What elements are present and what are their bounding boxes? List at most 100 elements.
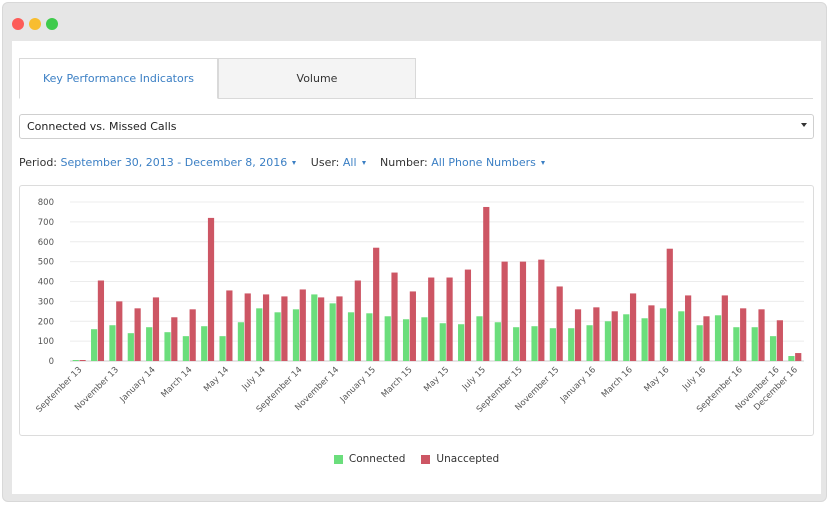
bar-unaccepted — [354, 280, 361, 361]
legend-item-unaccepted[interactable]: Unaccepted — [421, 453, 499, 465]
bar-connected — [568, 328, 575, 361]
tab-volume[interactable]: Volume — [218, 58, 416, 99]
bar-unaccepted — [79, 360, 86, 361]
legend-swatch-connected — [333, 454, 343, 464]
bar-unaccepted — [593, 307, 600, 361]
bar-connected — [237, 322, 245, 361]
period-caret-icon[interactable] — [292, 160, 297, 165]
bar-unaccepted — [152, 297, 160, 361]
period-dropdown[interactable]: September 30, 2013 - December 8, 2016 — [60, 156, 288, 169]
bar-unaccepted — [391, 272, 398, 361]
bar-unaccepted — [281, 296, 288, 361]
bar-unaccepted — [226, 290, 233, 361]
tab-divider — [218, 98, 813, 99]
y-tick-label: 800 — [38, 198, 54, 208]
bar-unaccepted — [373, 247, 380, 361]
x-tick-label: January 16 — [558, 365, 598, 405]
x-tick-label: May 14 — [202, 365, 231, 394]
bar-connected — [641, 318, 648, 361]
bar-connected — [458, 324, 465, 361]
y-tick-label: 200 — [38, 317, 54, 327]
report-select[interactable]: Connected vs. Missed Calls — [19, 114, 814, 139]
bar-unaccepted — [428, 277, 435, 361]
user-caret-icon[interactable] — [361, 160, 366, 165]
bar-unaccepted — [134, 308, 141, 361]
bar-connected — [164, 332, 171, 361]
x-tick-label: May 16 — [642, 365, 671, 394]
bar-connected — [182, 336, 189, 361]
bar-connected — [494, 322, 501, 361]
bar-unaccepted — [464, 269, 472, 361]
bar-unaccepted — [556, 286, 563, 361]
bar-connected — [733, 327, 740, 361]
bar-connected — [311, 294, 318, 361]
minimize-window-button[interactable] — [29, 18, 41, 30]
bar-connected — [531, 326, 538, 361]
bar-connected — [513, 327, 520, 361]
bar-unaccepted — [795, 353, 802, 361]
bar-unaccepted — [721, 295, 728, 361]
bar-connected — [384, 316, 391, 361]
legend-label-unaccepted: Unaccepted — [436, 453, 500, 465]
bar-unaccepted — [189, 309, 196, 361]
bar-connected — [549, 328, 556, 361]
bar-connected — [421, 317, 428, 361]
bar-connected — [476, 316, 483, 361]
bar-unaccepted — [648, 305, 655, 361]
bar-unaccepted — [666, 248, 673, 361]
bar-connected — [586, 325, 593, 361]
bar-connected — [91, 329, 98, 361]
bar-unaccepted — [501, 261, 508, 361]
bar-unaccepted — [171, 317, 178, 361]
maximize-window-button[interactable] — [46, 18, 58, 30]
bar-connected — [366, 313, 373, 361]
period-label: Period: — [19, 156, 58, 169]
chart-panel: 0 100 200 300 400 500 600 700 800 September 13 Nov… — [19, 185, 814, 436]
bar-connected — [696, 325, 703, 361]
bar-unaccepted — [318, 297, 325, 361]
chart-legend: Connected Unaccepted — [12, 453, 821, 465]
number-dropdown[interactable]: All Phone Numbers — [431, 156, 536, 169]
bar-unaccepted — [116, 301, 123, 361]
y-tick-label: 100 — [38, 337, 54, 347]
bar-connected — [292, 309, 300, 361]
bar-unaccepted — [207, 217, 215, 361]
bar-connected — [439, 323, 446, 361]
x-tick-label: July 15 — [460, 365, 488, 393]
bar-unaccepted — [483, 206, 490, 361]
legend-label-connected: Connected — [348, 453, 406, 465]
bar-connected — [659, 308, 667, 361]
x-tick-label: January 14 — [118, 365, 158, 405]
x-tick-label: January 15 — [338, 365, 378, 405]
x-tick-label: March 16 — [600, 365, 635, 400]
bar-unaccepted — [299, 289, 306, 361]
filter-bar: Period: September 30, 2013 - December 8,… — [19, 156, 556, 169]
bar-connected — [623, 314, 630, 361]
caret-down-icon — [801, 123, 807, 127]
x-tick-label: July 14 — [240, 365, 268, 393]
number-caret-icon[interactable] — [540, 160, 545, 165]
bar-connected — [274, 312, 281, 361]
bar-unaccepted — [262, 294, 270, 361]
legend-item-connected[interactable]: Connected — [333, 453, 406, 465]
bar-connected — [604, 321, 612, 361]
bar-unaccepted — [758, 309, 765, 361]
bar-connected — [72, 360, 79, 361]
bar-unaccepted — [740, 308, 747, 361]
user-dropdown[interactable]: All — [342, 156, 357, 169]
close-window-button[interactable] — [12, 18, 24, 30]
tab-key-performance-indicators[interactable]: Key Performance Indicators — [19, 58, 218, 99]
bar-connected — [788, 356, 795, 361]
bar-connected — [329, 303, 336, 361]
number-label: Number: — [380, 156, 428, 169]
bar-unaccepted — [97, 280, 105, 361]
bar-connected — [714, 315, 722, 361]
bar-connected — [127, 333, 134, 361]
bar-unaccepted — [685, 295, 692, 361]
y-tick-label: 600 — [38, 238, 54, 248]
y-tick-label: 300 — [38, 297, 54, 307]
y-tick-label: 700 — [38, 218, 54, 228]
bar-unaccepted — [574, 309, 582, 361]
